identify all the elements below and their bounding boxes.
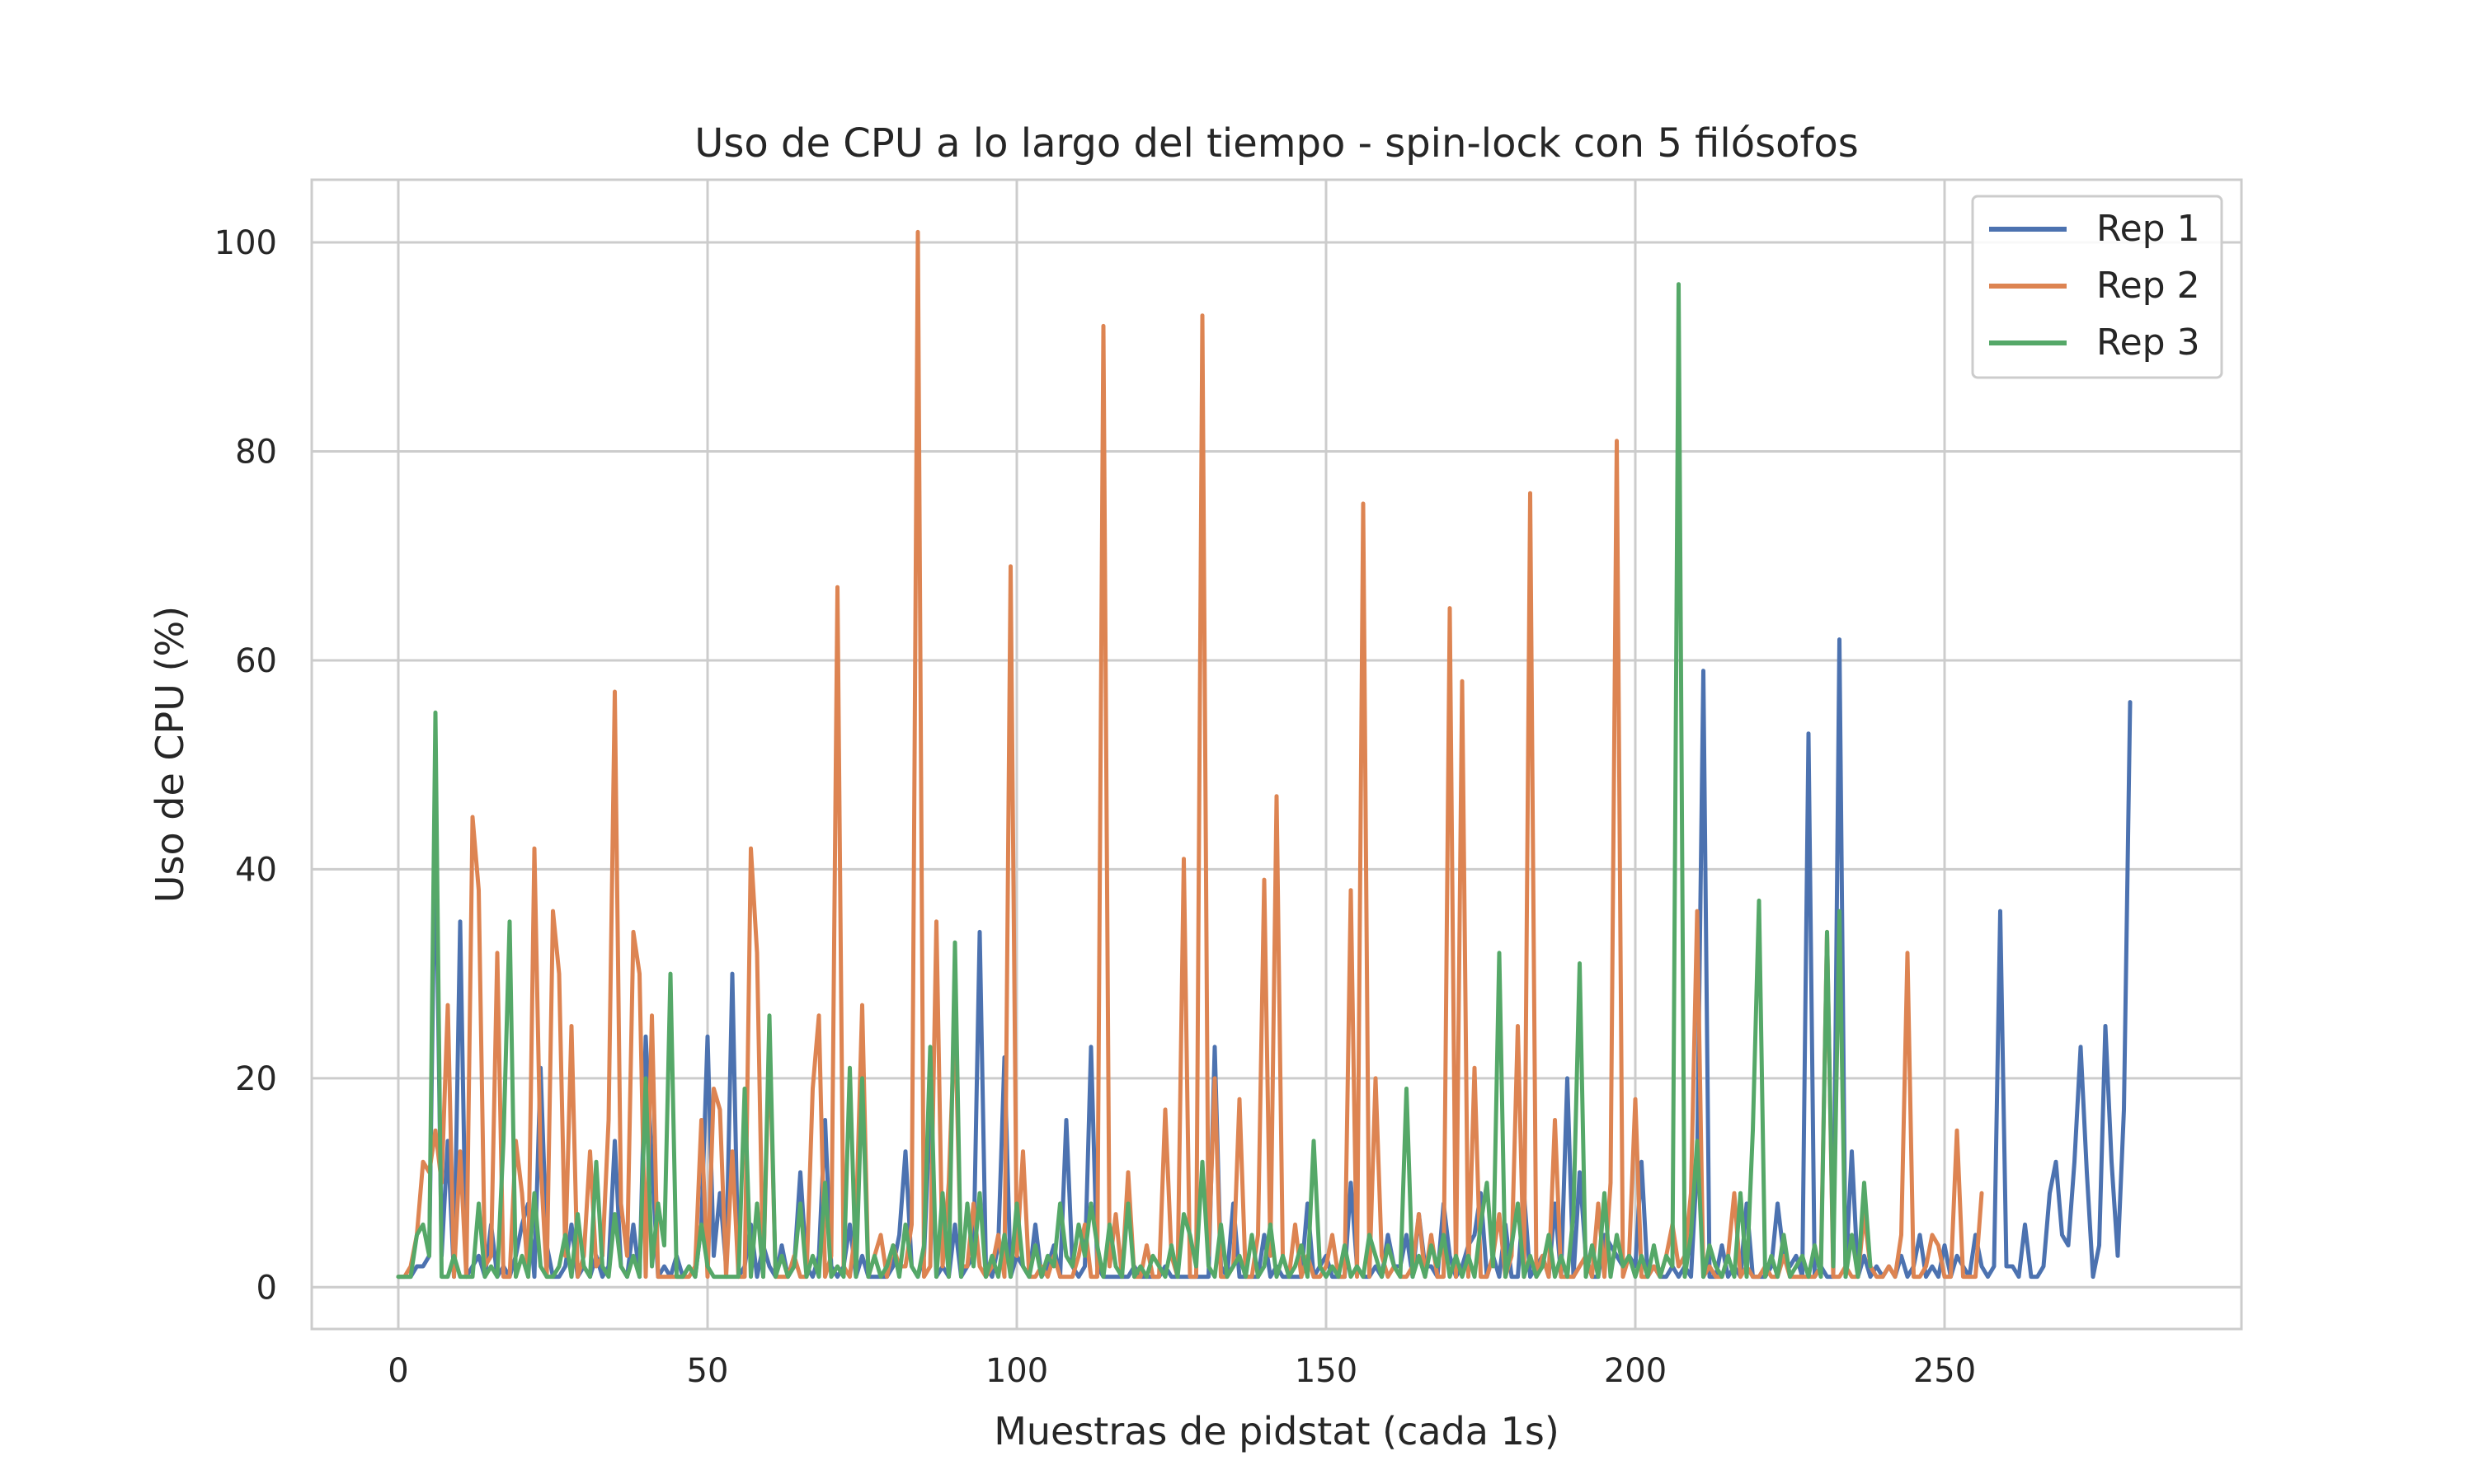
legend-label-rep-1: Rep 1	[2096, 208, 2200, 250]
tick-labels: 0 50 100 150 200 250 0 20 40 60 80 100	[214, 224, 1977, 1390]
series-line-rep-2	[396, 229, 1984, 1280]
plot-frame	[310, 178, 2243, 1331]
y-tick-label: 20	[235, 1060, 277, 1098]
plot-area	[312, 180, 2241, 1329]
x-tick-label: 150	[1295, 1352, 1357, 1390]
x-tick-label: 200	[1604, 1352, 1667, 1390]
legend-label-rep-3: Rep 3	[2096, 322, 2200, 364]
series-line-rep-3	[396, 282, 1873, 1280]
x-tick-label: 0	[388, 1352, 408, 1390]
y-tick-label: 40	[235, 851, 277, 889]
x-tick-label: 250	[1913, 1352, 1976, 1390]
legend-frame	[1971, 195, 2223, 379]
y-tick-label: 100	[214, 224, 277, 262]
x-tick-label: 100	[985, 1352, 1048, 1390]
y-tick-label: 0	[256, 1269, 277, 1307]
grid	[312, 180, 2241, 1329]
y-tick-label: 60	[235, 642, 277, 680]
y-tick-label: 80	[235, 433, 277, 471]
series-layer	[396, 229, 2133, 1280]
legend: Rep 1 Rep 2 Rep 3	[1971, 195, 2223, 379]
y-axis-label: Uso de CPU (%)	[148, 606, 192, 903]
x-axis-label: Muestras de pidstat (cada 1s)	[994, 1409, 1559, 1453]
chart-title: Uso de CPU a lo largo del tiempo - spin-…	[694, 120, 1858, 167]
x-tick-label: 50	[687, 1352, 729, 1390]
legend-label-rep-2: Rep 2	[2096, 265, 2200, 307]
